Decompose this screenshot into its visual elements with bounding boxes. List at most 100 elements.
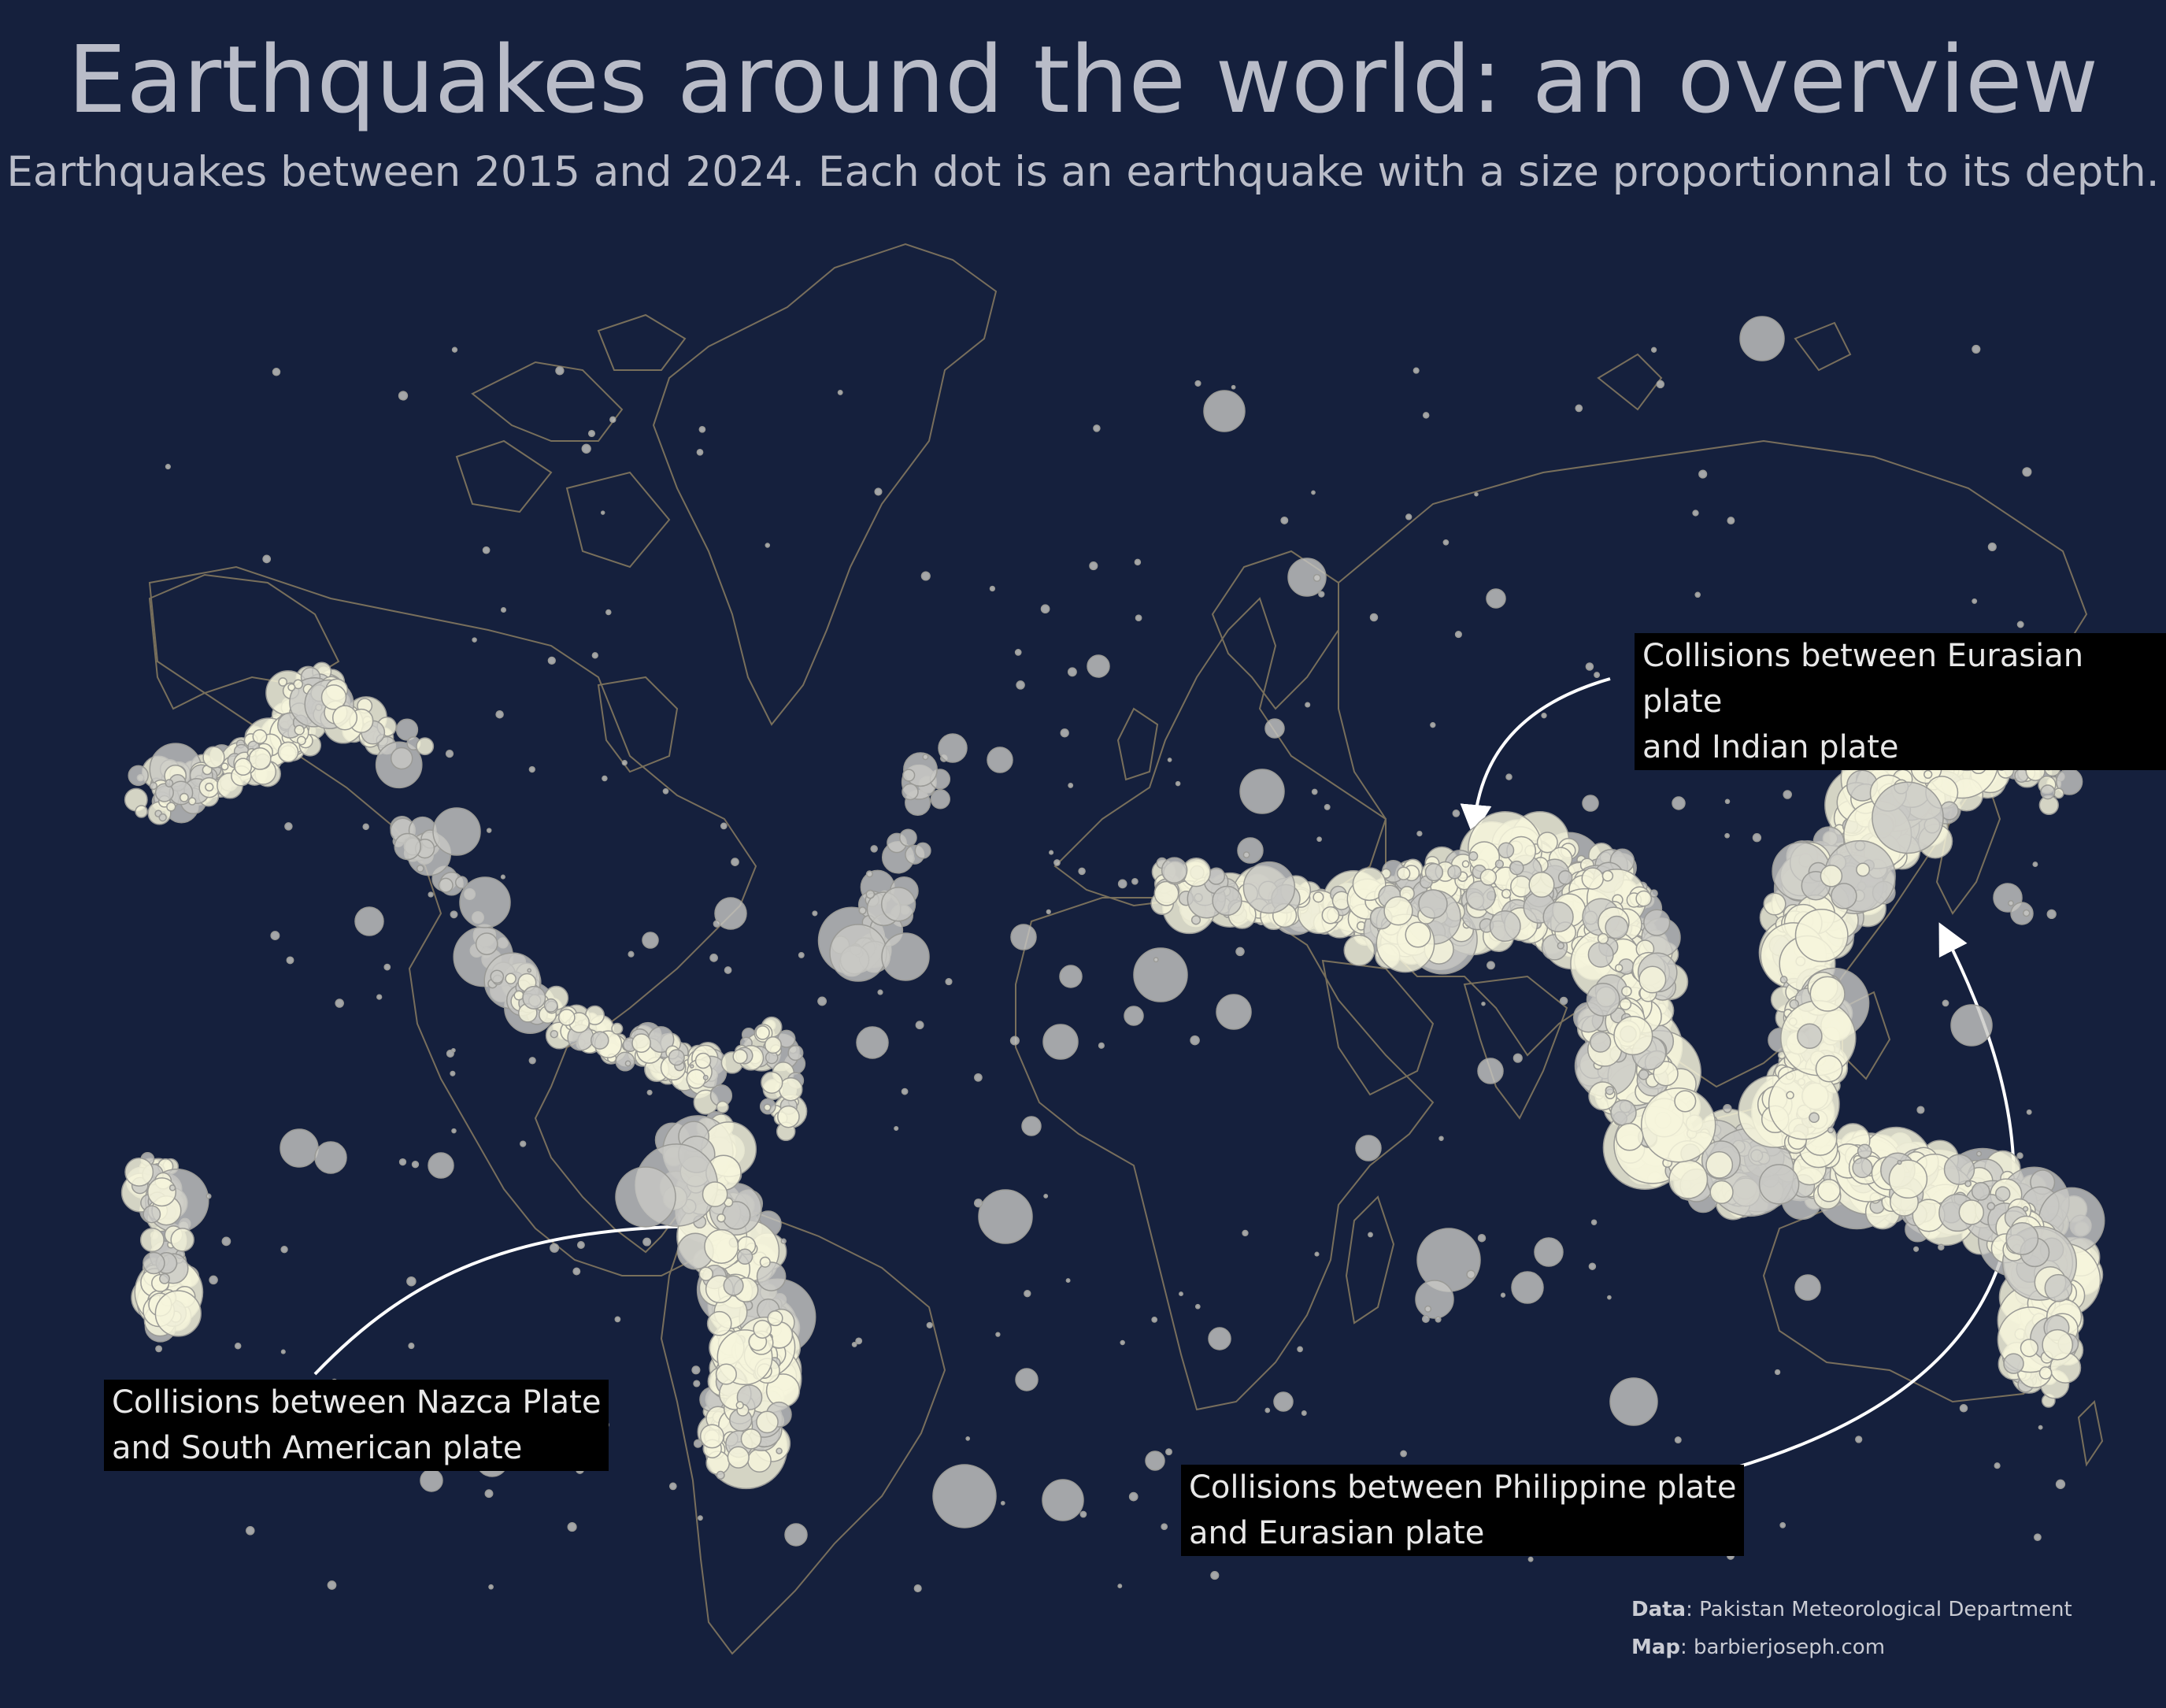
earthquake-dot — [1640, 1087, 1716, 1163]
earthquake-dot — [2032, 861, 2038, 868]
earthquake-dot — [158, 813, 167, 822]
earthquake-dot — [829, 924, 887, 982]
earthquake-dot — [1674, 1090, 1697, 1113]
earthquake-dot — [1120, 1339, 1125, 1346]
earthquake-dot — [1739, 316, 1785, 361]
earthquake-dot — [1913, 1246, 1920, 1252]
credit-map: Map: barbierjoseph.com — [1631, 1628, 2072, 1666]
earthquake-dot — [1477, 1058, 1504, 1084]
earthquake-dot — [1694, 591, 1701, 598]
earthquake-dot — [913, 1584, 922, 1593]
earthquake-dot — [1888, 1159, 1928, 1199]
earthquake-dot — [280, 1128, 319, 1168]
earthquake-dot — [1783, 790, 1792, 799]
earthquake-dot — [915, 1021, 924, 1030]
credit-data-source: : Pakistan Meteorological Department — [1686, 1598, 2072, 1621]
earthquake-dot — [1758, 1164, 1800, 1205]
earthquake-dot — [1280, 516, 1289, 524]
earthquake-dot — [165, 779, 174, 787]
earthquake-dot — [1424, 862, 1444, 882]
earthquake-dot — [714, 897, 747, 930]
earthquake-dot — [320, 684, 347, 710]
earthquake-dot — [528, 765, 535, 773]
earthquake-dot — [354, 906, 384, 936]
earthquake-dot — [2026, 1109, 2032, 1115]
earthquake-dot — [411, 1161, 420, 1169]
earthquake-dot — [2053, 787, 2064, 799]
earthquake-dot — [1190, 915, 1201, 925]
earthquake-dot — [1014, 649, 1022, 656]
earthquake-dot — [2022, 1206, 2029, 1212]
earthquake-dot — [2042, 1328, 2074, 1361]
earthquake-dot — [1855, 1436, 1863, 1443]
map-subtitle: Earthquakes between 2015 and 2024. Each … — [6, 148, 2160, 196]
earthquake-dot — [1117, 1584, 1123, 1589]
earthquake-dot — [2022, 467, 2032, 477]
earthquake-dot — [777, 1105, 800, 1128]
earthquake-dot — [727, 1446, 750, 1469]
earthquake-dot — [520, 1140, 527, 1147]
earthquake-dot — [1264, 1407, 1271, 1413]
earthquake-dot — [522, 985, 546, 1010]
earthquake-dot — [642, 1237, 652, 1247]
earthquake-dot — [894, 1125, 899, 1132]
earthquake-dot — [2020, 1339, 2039, 1358]
earthquake-dot — [1975, 1150, 1983, 1157]
earthquake-dot — [1134, 558, 1142, 566]
earthquake-dot — [1590, 1031, 1612, 1053]
earthquake-dot — [870, 845, 878, 853]
earthquake-dot — [451, 1047, 456, 1053]
earthquake-dot — [1489, 910, 1521, 943]
earthquake-dot — [784, 1523, 808, 1547]
earthquake-dot — [472, 637, 477, 643]
earthquake-dot — [693, 1439, 703, 1448]
earthquake-dot — [272, 368, 281, 376]
annotation-philippine-line1: Collisions between Philippine plate — [1189, 1469, 1737, 1506]
earthquake-dot — [1643, 909, 1671, 936]
earthquake-dot — [1237, 837, 1264, 864]
earthquake-dot — [1015, 1368, 1039, 1391]
earthquake-dot — [488, 1584, 494, 1590]
earthquake-dot — [286, 956, 294, 965]
earthquake-dot — [500, 606, 507, 613]
earthquake-dot — [1210, 1571, 1220, 1580]
earthquake-dot — [1415, 1280, 1454, 1319]
earthquake-dot — [1235, 947, 1245, 957]
annotation-philippine: Collisions between Philippine plate and … — [1181, 1465, 1745, 1556]
earthquake-dot — [715, 1363, 737, 1385]
earthquake-dot — [1368, 1232, 1373, 1238]
earthquake-dot — [1087, 654, 1110, 678]
earthquake-dot — [1311, 788, 1318, 795]
earthquake-dot — [1040, 604, 1050, 614]
earthquake-dot — [1815, 1054, 1843, 1083]
earthquake-dot — [1509, 860, 1524, 876]
earthquake-dot — [591, 1031, 609, 1050]
earthquake-dot — [1536, 832, 1558, 854]
annotation-nazca: Collisions between Nazca Plate and South… — [104, 1380, 609, 1471]
earthquake-dot — [600, 510, 605, 515]
earthquake-dot — [1416, 830, 1423, 837]
earthquake-dot — [1153, 880, 1179, 906]
earthquake-dot — [874, 487, 883, 496]
earthquake-dot — [1950, 1004, 1993, 1047]
earthquake-dot — [1397, 866, 1411, 880]
earthquake-dot — [1208, 1327, 1231, 1350]
earthquake-dot — [1203, 390, 1246, 432]
earthquake-dot — [1986, 1202, 1996, 1211]
earthquake-dot — [1510, 875, 1532, 898]
earthquake-dot — [2022, 909, 2031, 917]
earthquake-dot — [1994, 1186, 2011, 1202]
earthquake-dot — [1586, 982, 1620, 1017]
earthquake-dot — [932, 1464, 997, 1528]
earthquake-dot — [1311, 490, 1316, 495]
earthquake-dot — [1153, 957, 1159, 963]
earthquake-dot — [720, 822, 728, 830]
earthquake-dot — [1534, 1237, 1564, 1267]
earthquake-dot — [1131, 877, 1139, 885]
earthquake-dot — [1355, 1135, 1382, 1162]
earthquake-dot — [1133, 947, 1188, 1002]
earthquake-dot — [576, 1241, 585, 1249]
earthquake-dot — [1794, 1274, 1821, 1301]
earthquake-dot — [1060, 728, 1069, 738]
